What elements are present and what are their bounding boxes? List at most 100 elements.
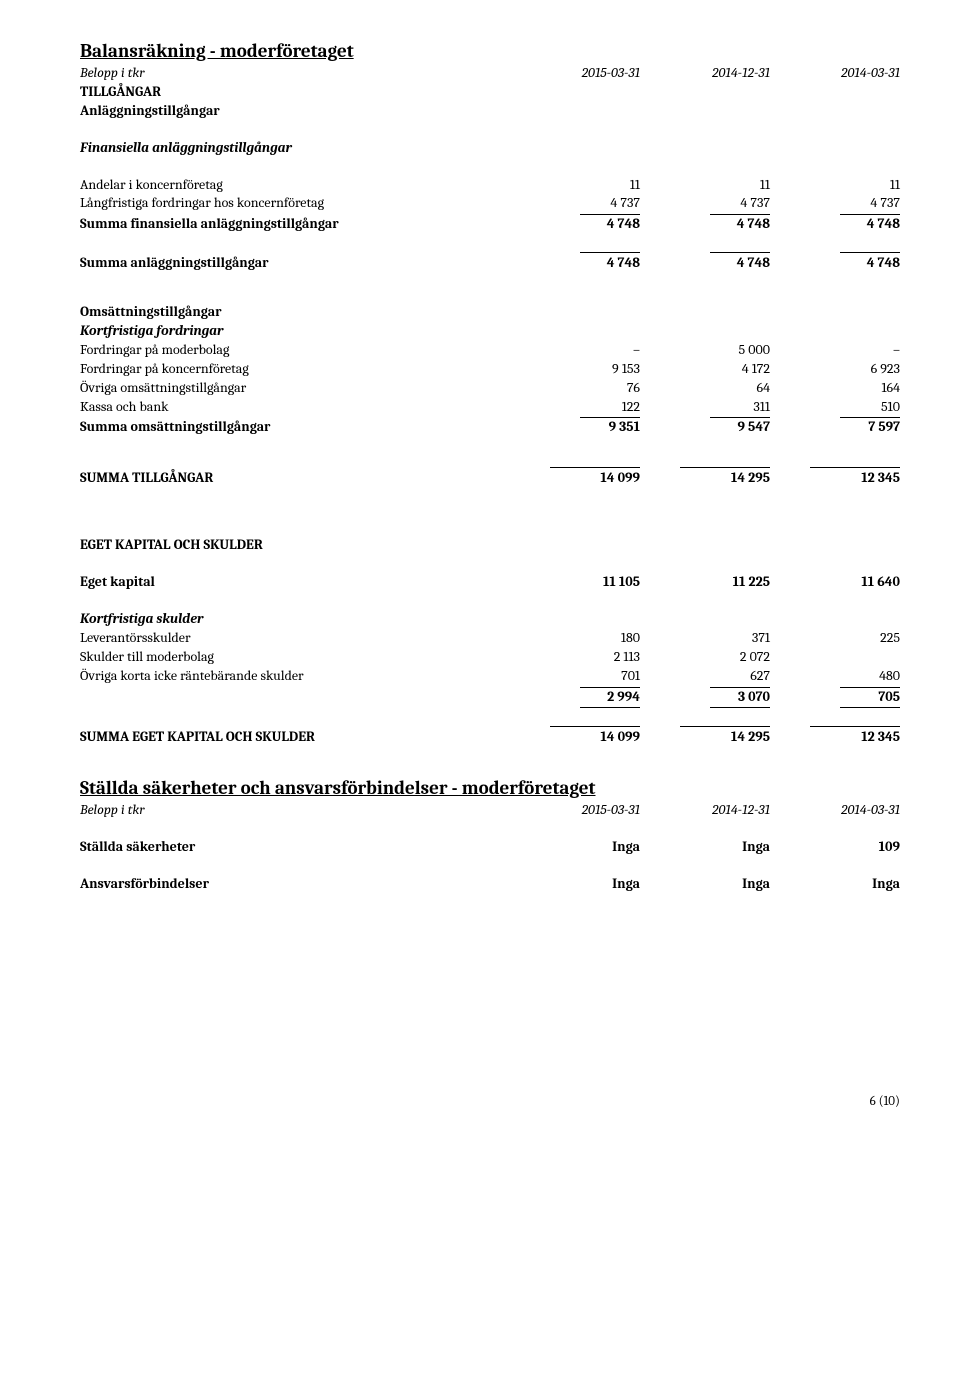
row-sum-fin-c2: 4 748 (640, 215, 770, 234)
row-fordr-konc: Fordringar på koncernföretag 9 153 4 172… (80, 360, 900, 379)
row-sum-till-c1: 14 099 (510, 467, 640, 488)
row-eget-kap-c1: 11 105 (510, 573, 640, 592)
row-ovriga-oms-c2: 64 (640, 379, 770, 398)
row-fordr-moder: Fordringar på moderbolag – 5 000 – (80, 341, 900, 360)
row-fordr-moder-c3: – (770, 341, 900, 360)
row-andelar: Andelar i koncernföretag 11 11 11 (80, 176, 900, 195)
row-andelar-c3: 11 (770, 176, 900, 195)
header2-label: Belopp i tkr (80, 801, 510, 820)
row-sum-till-label: SUMMA TILLGÅNGAR (80, 469, 510, 488)
row-sum-anl-c3: 4 748 (770, 252, 900, 273)
row-lev: Leverantörsskulder 180 371 225 (80, 629, 900, 648)
row-ovriga-oms: Övriga omsättningstillgångar 76 64 164 (80, 379, 900, 398)
row-sum-eget-c1: 14 099 (510, 726, 640, 747)
row-sum-eget-label: SUMMA EGET KAPITAL OCH SKULDER (80, 728, 510, 747)
row-sub-sk-c2: 3 070 (640, 688, 770, 709)
row-stallda-c1: Inga (510, 838, 640, 857)
row-kassa-label: Kassa och bank (80, 398, 510, 417)
row-sum-till-c2: 14 295 (640, 467, 770, 488)
row-sk-moder: Skulder till moderbolag 2 113 2 072 (80, 648, 900, 667)
row-eget-kap-c2: 11 225 (640, 573, 770, 592)
row-stallda-c2: Inga (640, 838, 770, 857)
row-lev-label: Leverantörsskulder (80, 629, 510, 648)
row-sum-fin-c1: 4 748 (510, 215, 640, 234)
row-ansvar: Ansvarsförbindelser Inga Inga Inga (80, 875, 900, 894)
section-kort-fordr-label: Kortfristiga fordringar (80, 322, 900, 341)
row-langfr-c1: 4 737 (510, 194, 640, 215)
section-kort-sk: Kortfristiga skulder (80, 610, 900, 629)
row-kassa-c3: 510 (770, 398, 900, 419)
row-ansvar-c1: Inga (510, 875, 640, 894)
row-ovr-kort: Övriga korta icke räntebärande skulder 7… (80, 667, 900, 688)
row-andelar-c1: 11 (510, 176, 640, 195)
row-sum-till-c3: 12 345 (770, 467, 900, 488)
row-sum-oms-label: Summa omsättningstillgångar (80, 418, 510, 437)
row-sum-anl-c2: 4 748 (640, 252, 770, 273)
row-sk-moder-label: Skulder till moderbolag (80, 648, 510, 667)
row-fordr-moder-c1: – (510, 341, 640, 360)
section-anlaggning-label: Anläggningstillgångar (80, 102, 900, 121)
row-fordr-konc-c1: 9 153 (510, 360, 640, 379)
row-ovr-kort-c3: 480 (770, 667, 900, 688)
row-kassa-c1: 122 (510, 398, 640, 419)
row-ovriga-oms-c3: 164 (770, 379, 900, 398)
row-langfr-c3: 4 737 (770, 194, 900, 215)
header2-row: Belopp i tkr 2015-03-31 2014-12-31 2014-… (80, 801, 900, 820)
row-sk-moder-c1: 2 113 (510, 648, 640, 667)
row-sum-anl-label: Summa anläggningstillgångar (80, 254, 510, 273)
row-sum-eget-c3: 12 345 (770, 726, 900, 747)
section-oms-label: Omsättningstillgångar (80, 303, 900, 322)
row-lev-c3: 225 (770, 629, 900, 648)
header2-c3: 2014-03-31 (770, 801, 900, 820)
row-langfr-c2: 4 737 (640, 194, 770, 215)
section-fin-anl: Finansiella anläggningstillgångar (80, 139, 900, 158)
row-sk-moder-c2: 2 072 (640, 648, 770, 667)
section-fin-anl-label: Finansiella anläggningstillgångar (80, 139, 900, 158)
row-eget-kap: Eget kapital 11 105 11 225 11 640 (80, 573, 900, 592)
section-oms: Omsättningstillgångar (80, 303, 900, 322)
row-andelar-c2: 11 (640, 176, 770, 195)
row-langfr-label: Långfristiga fordringar hos koncernföret… (80, 194, 510, 213)
row-fordr-moder-label: Fordringar på moderbolag (80, 341, 510, 360)
row-fordr-konc-c2: 4 172 (640, 360, 770, 379)
row-fordr-moder-c2: 5 000 (640, 341, 770, 360)
row-ansvar-c2: Inga (640, 875, 770, 894)
row-ovriga-oms-c1: 76 (510, 379, 640, 398)
row-ovr-kort-label: Övriga korta icke räntebärande skulder (80, 667, 510, 686)
page-number: 6 (10) (80, 1094, 900, 1109)
row-sum-oms-c3: 7 597 (770, 418, 900, 437)
title-balansrakning: Balansräkning - moderföretaget (80, 40, 900, 62)
row-ovr-kort-c2: 627 (640, 667, 770, 688)
row-sub-sk-c1: 2 994 (510, 688, 640, 709)
row-sum-fin-c3: 4 748 (770, 215, 900, 234)
row-eget-kap-label: Eget kapital (80, 573, 510, 592)
row-fordr-konc-label: Fordringar på koncernföretag (80, 360, 510, 379)
row-sum-fin-label: Summa finansiella anläggningstillgångar (80, 215, 510, 234)
header-col3: 2014-03-31 (770, 64, 900, 83)
row-sum-anl: Summa anläggningstillgångar 4 748 4 748 … (80, 252, 900, 273)
row-andelar-label: Andelar i koncernföretag (80, 176, 510, 195)
row-lev-c2: 371 (640, 629, 770, 648)
section-eget-label: EGET KAPITAL OCH SKULDER (80, 536, 900, 555)
section-kort-sk-label: Kortfristiga skulder (80, 610, 900, 629)
section-anlaggning: Anläggningstillgångar (80, 102, 900, 121)
row-sum-anl-c1: 4 748 (510, 252, 640, 273)
row-sum-oms: Summa omsättningstillgångar 9 351 9 547 … (80, 418, 900, 437)
section-tillgangar-label: TILLGÅNGAR (80, 83, 900, 102)
row-sum-eget-c2: 14 295 (640, 726, 770, 747)
section-kort-fordr: Kortfristiga fordringar (80, 322, 900, 341)
row-ansvar-label: Ansvarsförbindelser (80, 875, 510, 894)
row-kassa: Kassa och bank 122 311 510 (80, 398, 900, 419)
row-sum-oms-c1: 9 351 (510, 418, 640, 437)
row-fordr-konc-c3: 6 923 (770, 360, 900, 379)
row-sub-sk: 2 994 3 070 705 (80, 688, 900, 709)
row-sum-fin: Summa finansiella anläggningstillgångar … (80, 215, 900, 234)
header-row: Belopp i tkr 2015-03-31 2014-12-31 2014-… (80, 64, 900, 83)
row-lev-c1: 180 (510, 629, 640, 648)
row-ovriga-oms-label: Övriga omsättningstillgångar (80, 379, 510, 398)
row-ovr-kort-c1: 701 (510, 667, 640, 688)
header2-c1: 2015-03-31 (510, 801, 640, 820)
title-stallda: Ställda säkerheter och ansvarsförbindels… (80, 777, 900, 799)
header-col1: 2015-03-31 (510, 64, 640, 83)
row-sub-sk-c3: 705 (770, 688, 900, 709)
